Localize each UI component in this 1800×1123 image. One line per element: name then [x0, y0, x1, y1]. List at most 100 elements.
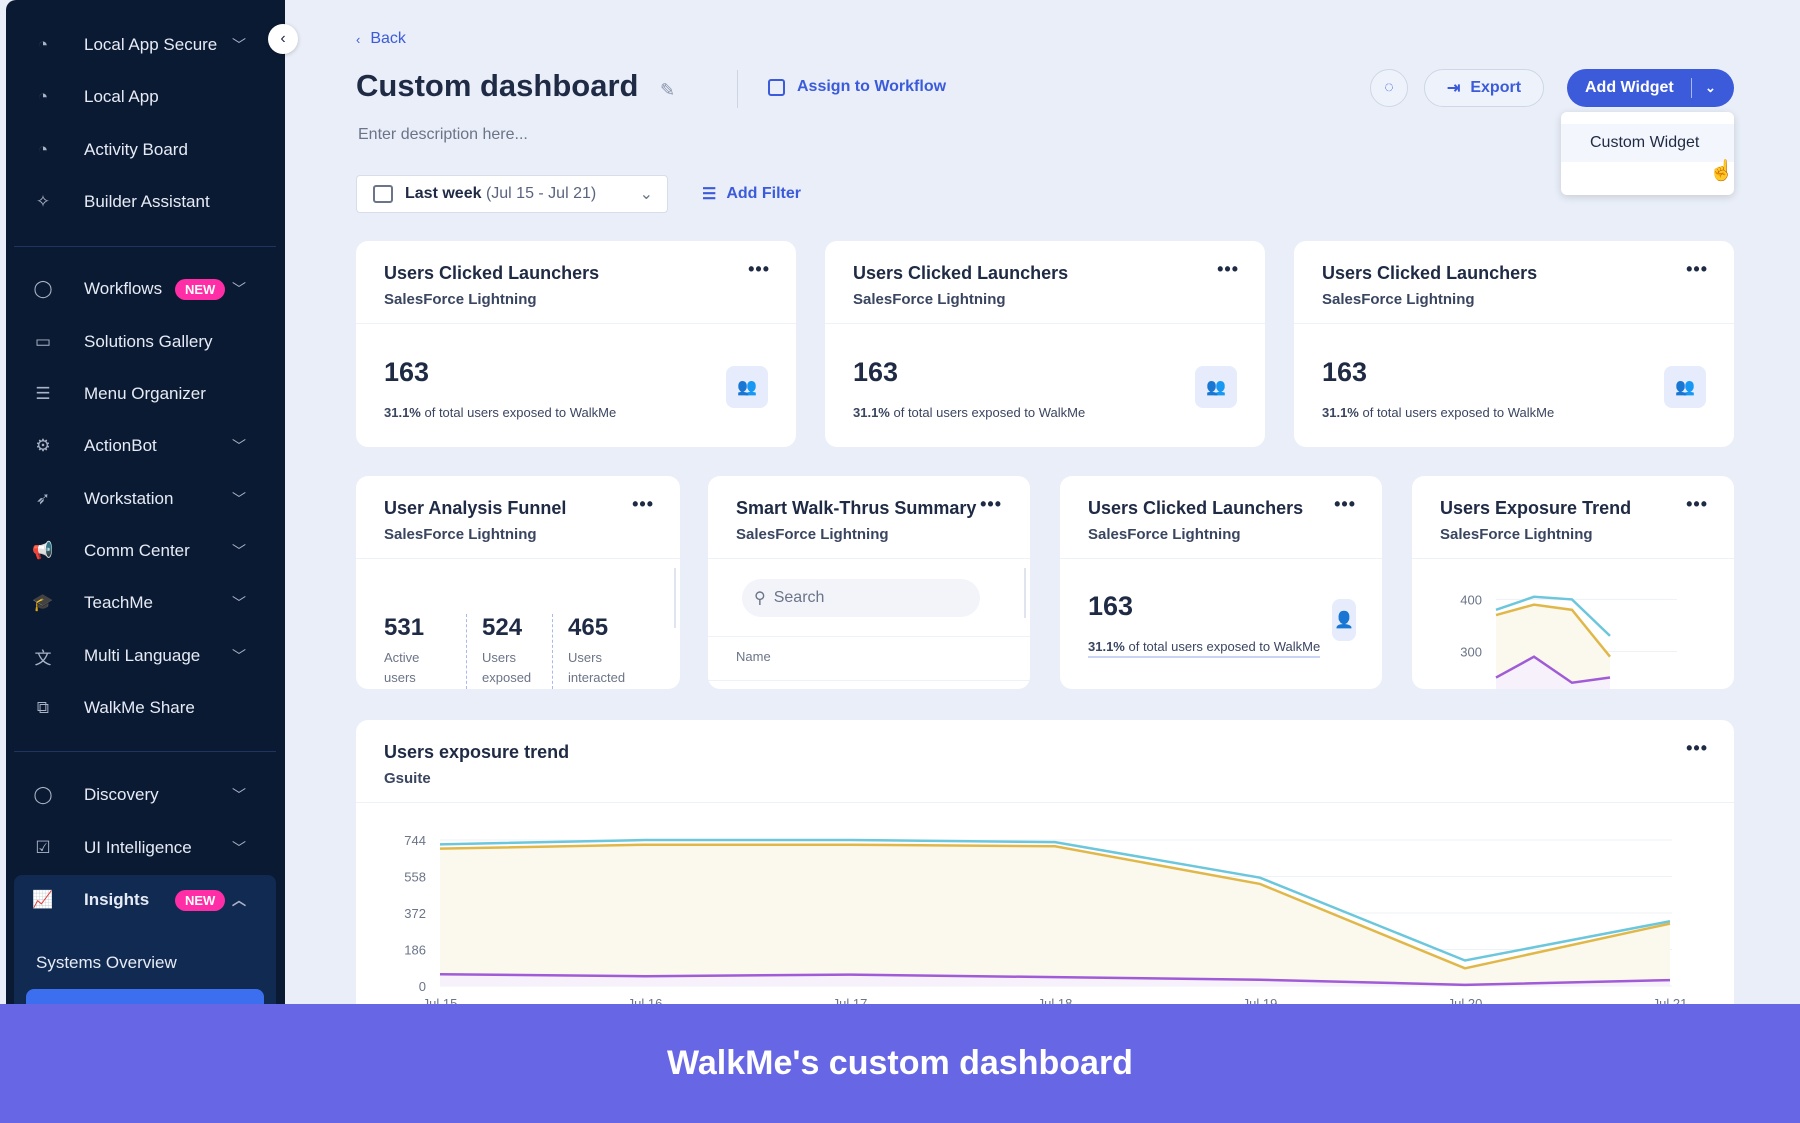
more-options-icon[interactable]: ••• [980, 494, 1002, 514]
sidebar-item-label: Comm Center [84, 541, 190, 560]
sidebar-item-walkme-share[interactable]: ⧉ WalkMe Share [24, 688, 264, 728]
more-options-icon[interactable]: ••• [1217, 259, 1239, 279]
divider [356, 558, 680, 559]
metric-value: 163 [384, 357, 430, 387]
y-tick-label: 558 [404, 870, 426, 885]
export-button[interactable]: ⇥ Export [1424, 69, 1544, 107]
sidebar-item-local-app[interactable]: ◔ Local App [24, 77, 264, 117]
chevron-down-icon[interactable]: ﹀ [232, 787, 246, 803]
scrollbar[interactable] [1024, 568, 1026, 618]
sidebar-item-teachme[interactable]: 🎓 TeachMe ﹀ [24, 583, 264, 623]
page-title: Custom dashboard [356, 68, 639, 103]
more-options-icon[interactable]: ••• [748, 259, 770, 279]
sidebar-item-discovery[interactable]: ◯ Discovery ﹀ [24, 775, 264, 815]
y-tick-label: 744 [404, 833, 426, 848]
collapse-sidebar-button[interactable]: ‹ [268, 24, 298, 54]
users-icon: 👤 [1332, 599, 1356, 641]
sidebar-item-workflows[interactable]: ◯ Workflows NEW ﹀ [24, 269, 264, 309]
sidebar-item-actionbot[interactable]: ⚙ ActionBot ﹀ [24, 426, 264, 466]
sidebar-item-multi-language[interactable]: 文 Multi Language ﹀ [24, 636, 264, 676]
users-icon: 👥 [1195, 366, 1237, 408]
widget-subtitle: SalesForce Lightning [853, 291, 1006, 308]
y-tick-label: 372 [404, 906, 426, 921]
rocket-icon: ➶ [35, 489, 51, 508]
widget-subtitle: SalesForce Lightning [384, 291, 537, 308]
divider [356, 323, 796, 324]
lightbulb-icon[interactable]: ◌ [1370, 69, 1408, 107]
chevron-up-icon[interactable]: ︿ [232, 892, 246, 908]
export-label: Export [1470, 79, 1522, 96]
back-link[interactable]: ‹ Back [356, 30, 406, 48]
chevron-down-icon[interactable]: ﹀ [232, 491, 246, 507]
back-label: Back [370, 30, 406, 47]
metric-percent: 31.1% [1088, 639, 1125, 654]
sidebar-item-builder-assistant[interactable]: ✧ Builder Assistant [24, 182, 264, 222]
chevron-down-icon: ⌄ [639, 186, 653, 203]
date-range-picker[interactable]: Last week (Jul 15 - Jul 21) ⌄ [356, 175, 668, 213]
funnel-label: Users exposed [482, 648, 531, 688]
new-badge: NEW [175, 889, 226, 911]
edit-title-icon[interactable]: ✎ [660, 80, 676, 100]
more-options-icon[interactable]: ••• [1686, 494, 1708, 514]
sidebar-item-comm-center[interactable]: 📢 Comm Center ﹀ [24, 531, 264, 571]
search-input[interactable]: ⚲ Search [742, 579, 980, 617]
more-options-icon[interactable]: ••• [1686, 738, 1708, 758]
chevron-left-icon: ‹ [356, 31, 361, 47]
add-filter-button[interactable]: ☰ Add Filter [702, 184, 801, 204]
description-input[interactable]: Enter description here... [358, 126, 528, 143]
chevron-down-icon[interactable]: ﹀ [232, 543, 246, 559]
funnel-label: Users interacted [568, 648, 625, 688]
chevron-down-icon[interactable]: ﹀ [232, 281, 246, 297]
chart-icon: 📈 [32, 890, 54, 909]
sidebar: ◔ Local App Secure ﹀ ◔ Local App ◔ Activity Bo… [6, 0, 285, 1009]
more-options-icon[interactable]: ••• [632, 494, 654, 514]
chevron-down-icon[interactable]: ⌄ [1705, 80, 1716, 95]
widget-title: Users Clicked Launchers [384, 263, 600, 283]
sidebar-active-section [14, 875, 276, 1004]
menu-item-custom-widget[interactable]: Custom Widget [1561, 124, 1734, 162]
assign-label: Assign to Workflow [797, 78, 947, 95]
sidebar-item-local-app-secure[interactable]: ◔ Local App Secure ﹀ [24, 25, 264, 65]
new-badge: NEW [175, 278, 226, 300]
column-header-name[interactable]: Name [736, 649, 771, 664]
graduation-cap-icon: 🎓 [32, 593, 54, 612]
sidebar-divider [14, 751, 276, 752]
sidebar-item-label: Menu Organizer [84, 384, 206, 403]
widget-users-clicked-launchers: Users Clicked Launchers SalesForce Lightn… [825, 241, 1265, 447]
scrollbar[interactable] [674, 568, 676, 628]
more-options-icon[interactable]: ••• [1334, 494, 1356, 514]
sidebar-item-insights[interactable]: 📈 Insights NEW ︿ [24, 880, 264, 920]
series-line [439, 972, 1671, 987]
y-tick-label: 186 [404, 943, 426, 958]
chevron-down-icon[interactable]: ﹀ [232, 840, 246, 856]
divider [708, 636, 1030, 637]
metric-percent: 31.1% [853, 405, 890, 420]
sidebar-item-ui-intelligence[interactable]: ☑ UI Intelligence ﹀ [24, 828, 264, 868]
list-icon: ☰ [35, 384, 51, 403]
widget-users-clicked-launchers: Users Clicked Launchers SalesForce Lightn… [1294, 241, 1734, 447]
metric-caption: of total users exposed to WalkMe [1124, 639, 1321, 654]
chevron-down-icon[interactable]: ﹀ [232, 648, 246, 664]
chevron-down-icon[interactable]: ﹀ [232, 37, 246, 53]
chevron-down-icon[interactable]: ﹀ [232, 438, 246, 454]
sidebar-item-label: Multi Language [84, 646, 201, 665]
chevron-down-icon[interactable]: ﹀ [232, 595, 246, 611]
assign-to-workflow-button[interactable]: Assign to Workflow [768, 78, 946, 96]
sidebar-item-menu-organizer[interactable]: ☰ Menu Organizer [24, 374, 264, 414]
sidebar-subitem-systems-overview[interactable]: Systems Overview [36, 953, 177, 972]
sidebar-item-solutions-gallery[interactable]: ▭ Solutions Gallery [24, 322, 264, 362]
calendar-icon [373, 185, 393, 203]
divider [1060, 558, 1382, 559]
sidebar-item-label: ActionBot [84, 436, 157, 455]
sidebar-item-activity-board[interactable]: ◔ Activity Board [24, 130, 264, 170]
checklist-icon: ☑ [35, 838, 51, 857]
add-widget-button[interactable]: Add Widget ⌄ [1567, 69, 1734, 107]
metric-percent: 31.1% [384, 405, 421, 420]
divider [552, 614, 553, 689]
sidebar-item-workstation[interactable]: ➶ Workstation ﹀ [24, 479, 264, 519]
widget-subtitle: Gsuite [384, 770, 431, 787]
bulb-icon: ◯ [33, 279, 53, 298]
sparkle-icon: ✧ [35, 192, 51, 211]
more-options-icon[interactable]: ••• [1686, 259, 1708, 279]
series-line [1495, 595, 1611, 637]
